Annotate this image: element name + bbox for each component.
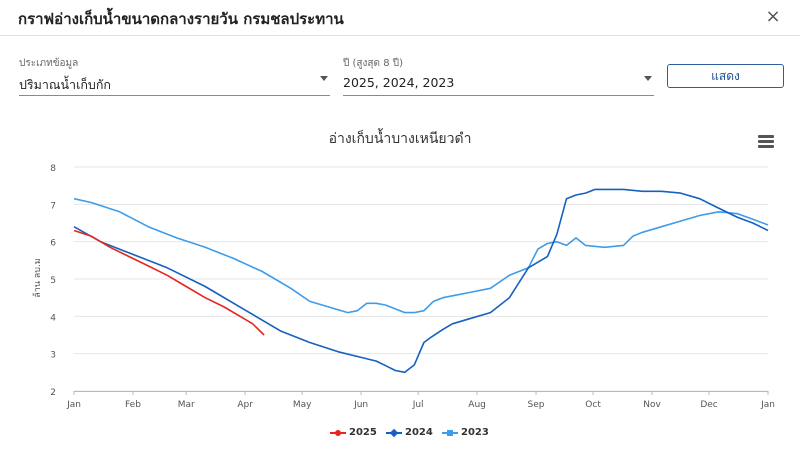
data-type-label: ประเภทข้อมูล — [19, 58, 79, 69]
close-icon[interactable]: × — [765, 6, 781, 27]
x-tick-label: Aug — [468, 400, 486, 410]
legend-marker-icon — [330, 428, 346, 438]
chevron-down-icon[interactable] — [320, 76, 328, 81]
legend-marker-icon — [442, 428, 458, 438]
legend-label: 2023 — [461, 427, 489, 438]
x-tick-label: Dec — [700, 400, 717, 410]
legend-label: 2024 — [405, 427, 433, 438]
dialog-header: กราฟอ่างเก็บน้ำขนาดกลางรายวัน กรมชลประทา… — [0, 0, 800, 36]
year-label: ปี (สูงสุด 8 ปี) — [343, 58, 403, 69]
dialog-title: กราฟอ่างเก็บน้ำขนาดกลางรายวัน กรมชลประทา… — [18, 10, 344, 28]
chart-legend: 2025 2024 2023 — [0, 427, 800, 441]
field-underline — [19, 95, 330, 96]
x-tick-label: Sep — [528, 400, 545, 410]
field-underline — [343, 95, 654, 96]
data-type-select[interactable]: ประเภทข้อมูล ปริมาณน้ำเก็บกัก — [19, 56, 330, 96]
y-tick-label: 5 — [50, 276, 56, 286]
legend-item-2025[interactable]: 2025 — [330, 427, 377, 438]
x-tick-label: Oct — [585, 400, 601, 410]
x-tick-label: Jan — [66, 400, 81, 410]
x-tick-label: Nov — [643, 400, 661, 410]
hamburger-menu-icon[interactable] — [758, 135, 774, 149]
x-tick-label: May — [293, 400, 312, 410]
series-line-2024 — [73, 188, 769, 374]
chart-title: อ่างเก็บน้ำบางเหนียวดำ — [328, 131, 472, 147]
x-tick-label: Feb — [125, 400, 141, 410]
y-tick-label: 3 — [50, 351, 56, 361]
x-tick-label: Mar — [178, 400, 195, 410]
chevron-down-icon[interactable] — [644, 76, 652, 81]
x-tick-label: Apr — [237, 400, 253, 410]
series-line-2023 — [73, 197, 769, 314]
x-tick-label: Jan — [760, 400, 775, 410]
y-tick-label: 7 — [50, 201, 56, 211]
show-button[interactable]: แสดง — [667, 64, 784, 88]
legend-label: 2025 — [349, 427, 377, 438]
x-tick-label: Jun — [353, 400, 368, 410]
legend-item-2023[interactable]: 2023 — [442, 427, 489, 438]
y-tick-label: 6 — [50, 239, 56, 249]
y-tick-label: 4 — [50, 313, 56, 323]
line-chart: 2 3 4 5 6 7 8 Jan Feb Mar Apr May Jun Jul Aug Sep Oct Nov… — [32, 164, 775, 410]
y-axis-title: ล้าน ลบ.ม — [32, 258, 43, 298]
legend-marker-icon — [386, 428, 402, 438]
legend-item-2024[interactable]: 2024 — [386, 427, 433, 438]
y-tick-label: 8 — [50, 164, 56, 174]
year-select[interactable]: ปี (สูงสุด 8 ปี) 2025, 2024, 2023 — [343, 56, 654, 96]
series-line-2025 — [73, 229, 265, 336]
x-tick-label: Jul — [412, 400, 424, 410]
data-type-value: ปริมาณน้ำเก็บกัก — [19, 77, 111, 92]
y-tick-label: 2 — [50, 388, 56, 398]
year-value: 2025, 2024, 2023 — [343, 75, 455, 90]
